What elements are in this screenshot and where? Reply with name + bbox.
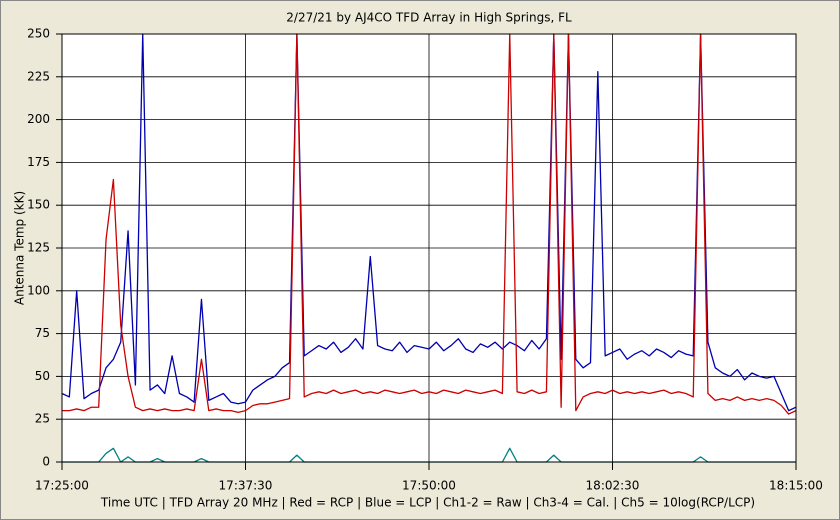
y-tick-label: 100	[27, 283, 50, 297]
x-tick-label: 17:25:00	[35, 479, 89, 493]
x-tick-label: 18:15:00	[769, 479, 823, 493]
series-line	[61, 33, 797, 412]
x-tick-label: 17:37:30	[219, 479, 273, 493]
y-tick-label: 75	[35, 326, 50, 340]
series-line	[62, 33, 797, 415]
x-tick-label: 17:50:00	[402, 479, 456, 493]
x-axis-label: Time UTC | TFD Array 20 MHz | Red = RCP …	[100, 496, 755, 510]
y-tick-label: 50	[35, 369, 50, 383]
y-tick-label: 125	[27, 241, 50, 255]
y-tick-label: 200	[27, 112, 50, 126]
y-axis-label: Antenna Temp (kK)	[13, 191, 27, 305]
y-tick-label: 0	[42, 455, 50, 469]
y-tick-label: 250	[27, 27, 50, 41]
x-tick-label: 18:02:30	[586, 479, 640, 493]
chart-title: 2/27/21 by AJ4CO TFD Array in High Sprin…	[286, 11, 572, 25]
y-tick-label: 25	[35, 412, 50, 426]
y-tick-label: 225	[27, 69, 50, 83]
plot-border	[61, 33, 797, 463]
y-tick-label: 150	[27, 198, 50, 212]
y-tick-label: 175	[27, 155, 50, 169]
